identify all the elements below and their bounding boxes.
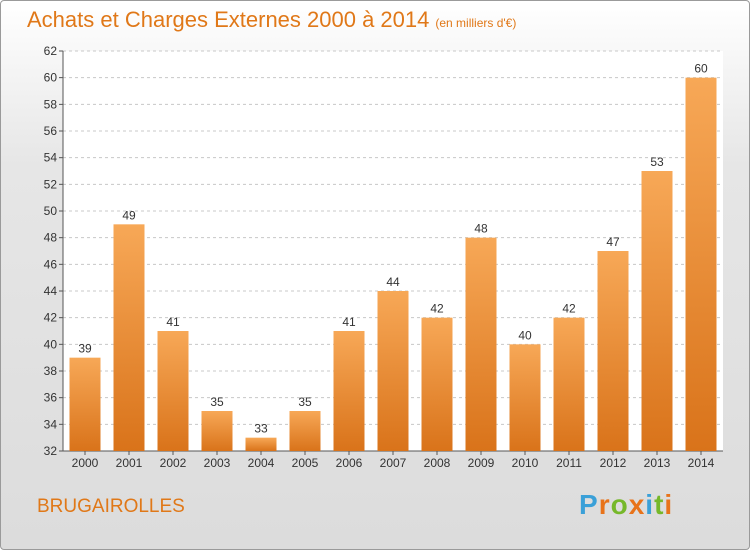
value-label-2004: 33 xyxy=(254,422,268,436)
y-tick-label: 44 xyxy=(44,284,58,298)
y-tick-label: 52 xyxy=(44,177,58,191)
bar-2008[interactable] xyxy=(421,317,453,451)
y-tick-label: 40 xyxy=(44,337,58,351)
logo-letter: P xyxy=(579,489,599,520)
value-label-2009: 48 xyxy=(474,222,488,236)
x-tick-label-2003: 2003 xyxy=(204,456,231,470)
value-label-2005: 35 xyxy=(298,395,312,409)
value-label-2010: 40 xyxy=(518,328,532,342)
proxiti-logo[interactable]: Proxiti xyxy=(579,489,673,521)
x-tick-label-2002: 2002 xyxy=(160,456,187,470)
bar-2014[interactable] xyxy=(685,77,717,452)
logo-letter: o xyxy=(610,489,629,520)
bar-2009[interactable] xyxy=(465,237,497,451)
x-tick-label-2010: 2010 xyxy=(512,456,539,470)
value-label-2013: 53 xyxy=(650,155,664,169)
bar-2013[interactable] xyxy=(641,171,673,451)
x-tick-label-2007: 2007 xyxy=(380,456,407,470)
bar-2000[interactable] xyxy=(69,357,101,451)
bar-2012[interactable] xyxy=(597,251,629,451)
chart-title-text: Achats et Charges Externes 2000 à 2014 xyxy=(27,7,430,32)
value-label-2001: 49 xyxy=(122,208,136,222)
x-tick-label-2009: 2009 xyxy=(468,456,495,470)
value-label-2006: 41 xyxy=(342,315,356,329)
logo-letter: x xyxy=(628,489,646,520)
town-name: BRUGAIROLLES xyxy=(37,496,185,517)
value-label-2000: 39 xyxy=(78,342,92,356)
x-tick-label-2011: 2011 xyxy=(556,456,582,470)
bar-2004[interactable] xyxy=(245,437,277,451)
value-label-2011: 42 xyxy=(562,302,576,316)
x-tick-label-2001: 2001 xyxy=(116,456,143,470)
bar-2007[interactable] xyxy=(377,291,409,451)
bar-2001[interactable] xyxy=(113,224,145,451)
bar-2003[interactable] xyxy=(201,411,233,451)
value-label-2002: 41 xyxy=(166,315,180,329)
bar-2006[interactable] xyxy=(333,331,365,451)
y-tick-label: 38 xyxy=(44,364,58,378)
bar-2005[interactable] xyxy=(289,411,321,451)
value-label-2003: 35 xyxy=(210,395,224,409)
x-tick-label-2006: 2006 xyxy=(336,456,363,470)
y-tick-label: 36 xyxy=(44,391,58,405)
x-tick-label-2012: 2012 xyxy=(600,456,627,470)
y-tick-label: 42 xyxy=(44,311,58,325)
y-tick-label: 50 xyxy=(44,204,58,218)
y-tick-label: 58 xyxy=(44,97,58,111)
logo-letter: i xyxy=(645,489,655,520)
value-label-2012: 47 xyxy=(606,235,620,249)
value-label-2008: 42 xyxy=(430,302,444,316)
x-tick-label-2000: 2000 xyxy=(72,456,99,470)
value-label-2014: 60 xyxy=(694,62,708,76)
x-tick-label-2008: 2008 xyxy=(424,456,451,470)
bar-2011[interactable] xyxy=(553,317,585,451)
value-label-2007: 44 xyxy=(386,275,400,289)
y-tick-label: 32 xyxy=(44,444,58,458)
chart-title: Achats et Charges Externes 2000 à 2014 (e… xyxy=(27,7,516,33)
y-tick-label: 60 xyxy=(44,71,58,85)
y-tick-label: 62 xyxy=(44,44,58,58)
x-tick-label-2014: 2014 xyxy=(688,456,715,470)
logo-letter: i xyxy=(664,489,674,520)
y-tick-label: 48 xyxy=(44,231,58,245)
x-tick-label-2004: 2004 xyxy=(248,456,275,470)
logo-letter: t xyxy=(654,489,665,520)
logo-letter: r xyxy=(598,489,611,520)
bar-2010[interactable] xyxy=(509,344,541,451)
chart-subtitle: (en milliers d'€) xyxy=(435,16,517,30)
x-tick-label-2013: 2013 xyxy=(644,456,671,470)
y-tick-label: 34 xyxy=(44,417,58,431)
x-tick-label-2005: 2005 xyxy=(292,456,319,470)
y-tick-label: 46 xyxy=(44,257,58,271)
y-tick-label: 56 xyxy=(44,124,58,138)
bar-2002[interactable] xyxy=(157,331,189,451)
y-tick-label: 54 xyxy=(44,151,58,165)
